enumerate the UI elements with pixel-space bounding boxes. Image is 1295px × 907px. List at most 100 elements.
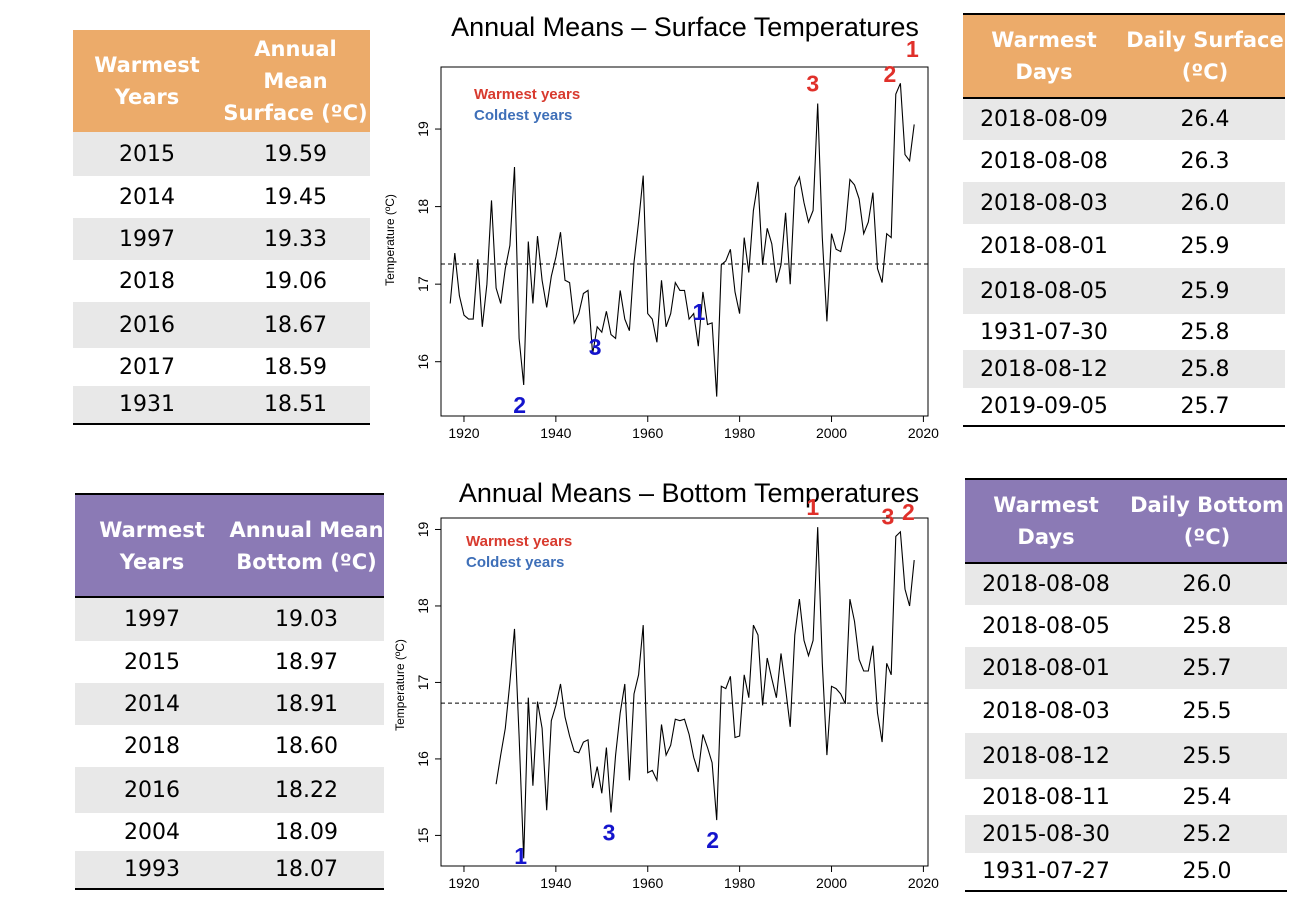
date-cell: 2015-08-30: [965, 815, 1127, 853]
cold-rank-label: 1: [514, 843, 527, 869]
legend-warmest: Warmest years: [466, 533, 572, 550]
date-cell: 2018-08-12: [963, 350, 1125, 388]
table-row: 2015 19.59: [73, 132, 370, 176]
value-cell: 19.03: [229, 597, 384, 641]
y-tick-label: 19: [415, 521, 431, 537]
table-row: 2018-08-08 26.0: [965, 563, 1287, 605]
date-cell: 2018-08-08: [980, 148, 1108, 174]
y-tick-label: 17: [415, 674, 431, 690]
date-cell: 2018-08-11: [982, 784, 1110, 810]
x-tick-label: 2000: [816, 875, 847, 891]
date-cell: 2018: [119, 268, 175, 294]
surface-days-table: Warmest Days Daily Surface (ºC) 2018-08-…: [963, 13, 1285, 427]
date-cell: 2017: [119, 354, 175, 380]
bottom-years-table: Warmest Years Annual Mean Bottom (ºC) 19…: [75, 493, 384, 890]
table-row: 1931-07-30 25.8: [963, 314, 1285, 350]
plot-frame: [440, 517, 929, 867]
warm-rank-label: 3: [806, 70, 819, 96]
date-cell: 1931: [73, 386, 221, 425]
table-row: 2018-08-12 25.5: [965, 733, 1287, 779]
header-cell: Warmest Days: [963, 14, 1125, 99]
cold-rank-label: 1: [692, 299, 705, 325]
value-cell: 18.07: [229, 851, 384, 890]
y-tick-label: 16: [415, 354, 431, 370]
legend-coldest: Coldest years: [466, 554, 564, 571]
date-cell: 2004: [124, 819, 180, 845]
value-cell: 25.5: [1127, 733, 1287, 779]
y-axis-label: Temperature (ºC): [393, 639, 407, 731]
value-cell: 18.51: [221, 386, 370, 425]
table-row: 2018-08-01 25.7: [965, 647, 1287, 689]
value-cell: 18.91: [229, 683, 384, 725]
table-row: 2014 18.91: [75, 683, 384, 725]
y-tick-label: 18: [415, 199, 431, 215]
bottom-days-table: Warmest Days Daily Bottom (ºC) 2018-08-0…: [965, 478, 1287, 892]
date-cell: 2018-08-01: [980, 233, 1108, 259]
value-cell: 25.2: [1127, 815, 1287, 853]
x-tick-label: 1980: [724, 875, 755, 891]
table-row: 2004 18.09: [75, 813, 384, 851]
table-row: 2015 18.97: [75, 641, 384, 683]
table-row: 2018 19.06: [73, 260, 370, 302]
header-cell: Warmest Years: [73, 30, 221, 132]
date-cell: 2015: [73, 132, 221, 176]
table-header: Warmest Days Daily Surface (ºC): [963, 14, 1285, 99]
value-cell: 25.7: [1127, 647, 1287, 689]
table-row: 1997 19.03: [75, 597, 384, 641]
table-row: 1997 19.33: [73, 218, 370, 260]
value-cell: 26.3: [1180, 148, 1230, 174]
value-cell: 19.06: [264, 268, 327, 294]
chart-title: Annual Means – Surface Temperatures: [451, 12, 919, 42]
value-cell: 25.4: [1182, 784, 1232, 810]
value-cell: 26.0: [1127, 563, 1287, 605]
table-row: 1931-07-27 25.0: [965, 853, 1287, 892]
date-cell: 2018-08-05: [963, 268, 1125, 314]
value-cell: 25.0: [1127, 853, 1287, 892]
value-cell: 25.8: [1125, 350, 1285, 388]
table-row: 2018 18.60: [75, 725, 384, 767]
value-cell: 18.09: [275, 819, 338, 845]
cold-rank-label: 2: [513, 392, 526, 418]
warm-rank-label: 2: [902, 499, 915, 525]
date-cell: 1931-07-30: [980, 319, 1108, 345]
date-cell: 1997: [73, 218, 221, 260]
table-row: 2018-08-03 26.0: [963, 182, 1285, 224]
date-cell: 2018-08-08: [965, 563, 1127, 605]
y-tick-label: 18: [415, 598, 431, 614]
value-cell: 19.33: [221, 218, 370, 260]
series-line: [495, 527, 915, 859]
table-header: Warmest Years Annual Mean Surface (ºC): [73, 30, 370, 132]
x-tick-label: 1920: [448, 425, 479, 441]
value-cell: 18.22: [229, 767, 384, 813]
value-cell: 18.67: [221, 302, 370, 348]
date-cell: 2019-09-05: [963, 388, 1125, 427]
table-row: 2018-08-03 25.5: [965, 689, 1287, 733]
warm-rank-label: 3: [881, 503, 894, 529]
y-tick-label: 15: [415, 827, 431, 843]
table-row: 1993 18.07: [75, 851, 384, 890]
table-row: 2017 18.59: [73, 348, 370, 386]
value-cell: 18.60: [275, 733, 338, 759]
warm-rank-label: 1: [806, 494, 819, 520]
date-cell: 2018-08-03: [982, 698, 1110, 724]
table-row: 2014 19.45: [73, 176, 370, 218]
table-header: Warmest Years Annual Mean Bottom (ºC): [75, 494, 384, 598]
date-cell: 2018-08-01: [965, 647, 1127, 689]
date-cell: 2015: [124, 649, 180, 675]
date-cell: 2018-08-03: [963, 182, 1125, 224]
warm-rank-label: 1: [906, 36, 919, 62]
table-row: 2018-08-08 26.3: [963, 140, 1285, 182]
x-tick-label: 2000: [816, 425, 847, 441]
header-cell: Annual Mean Surface (ºC): [221, 30, 370, 132]
value-cell: 25.7: [1125, 388, 1285, 427]
date-cell: 2016: [75, 767, 229, 813]
table-row: 2018-08-05 25.8: [965, 605, 1287, 647]
y-axis-label: Temperature (ºC): [383, 194, 397, 286]
value-cell: 25.8: [1180, 319, 1230, 345]
value-cell: 19.59: [221, 132, 370, 176]
value-cell: 25.9: [1125, 268, 1285, 314]
cold-rank-label: 3: [589, 334, 602, 360]
y-tick-label: 16: [415, 751, 431, 767]
table-row: 2016 18.22: [75, 767, 384, 813]
